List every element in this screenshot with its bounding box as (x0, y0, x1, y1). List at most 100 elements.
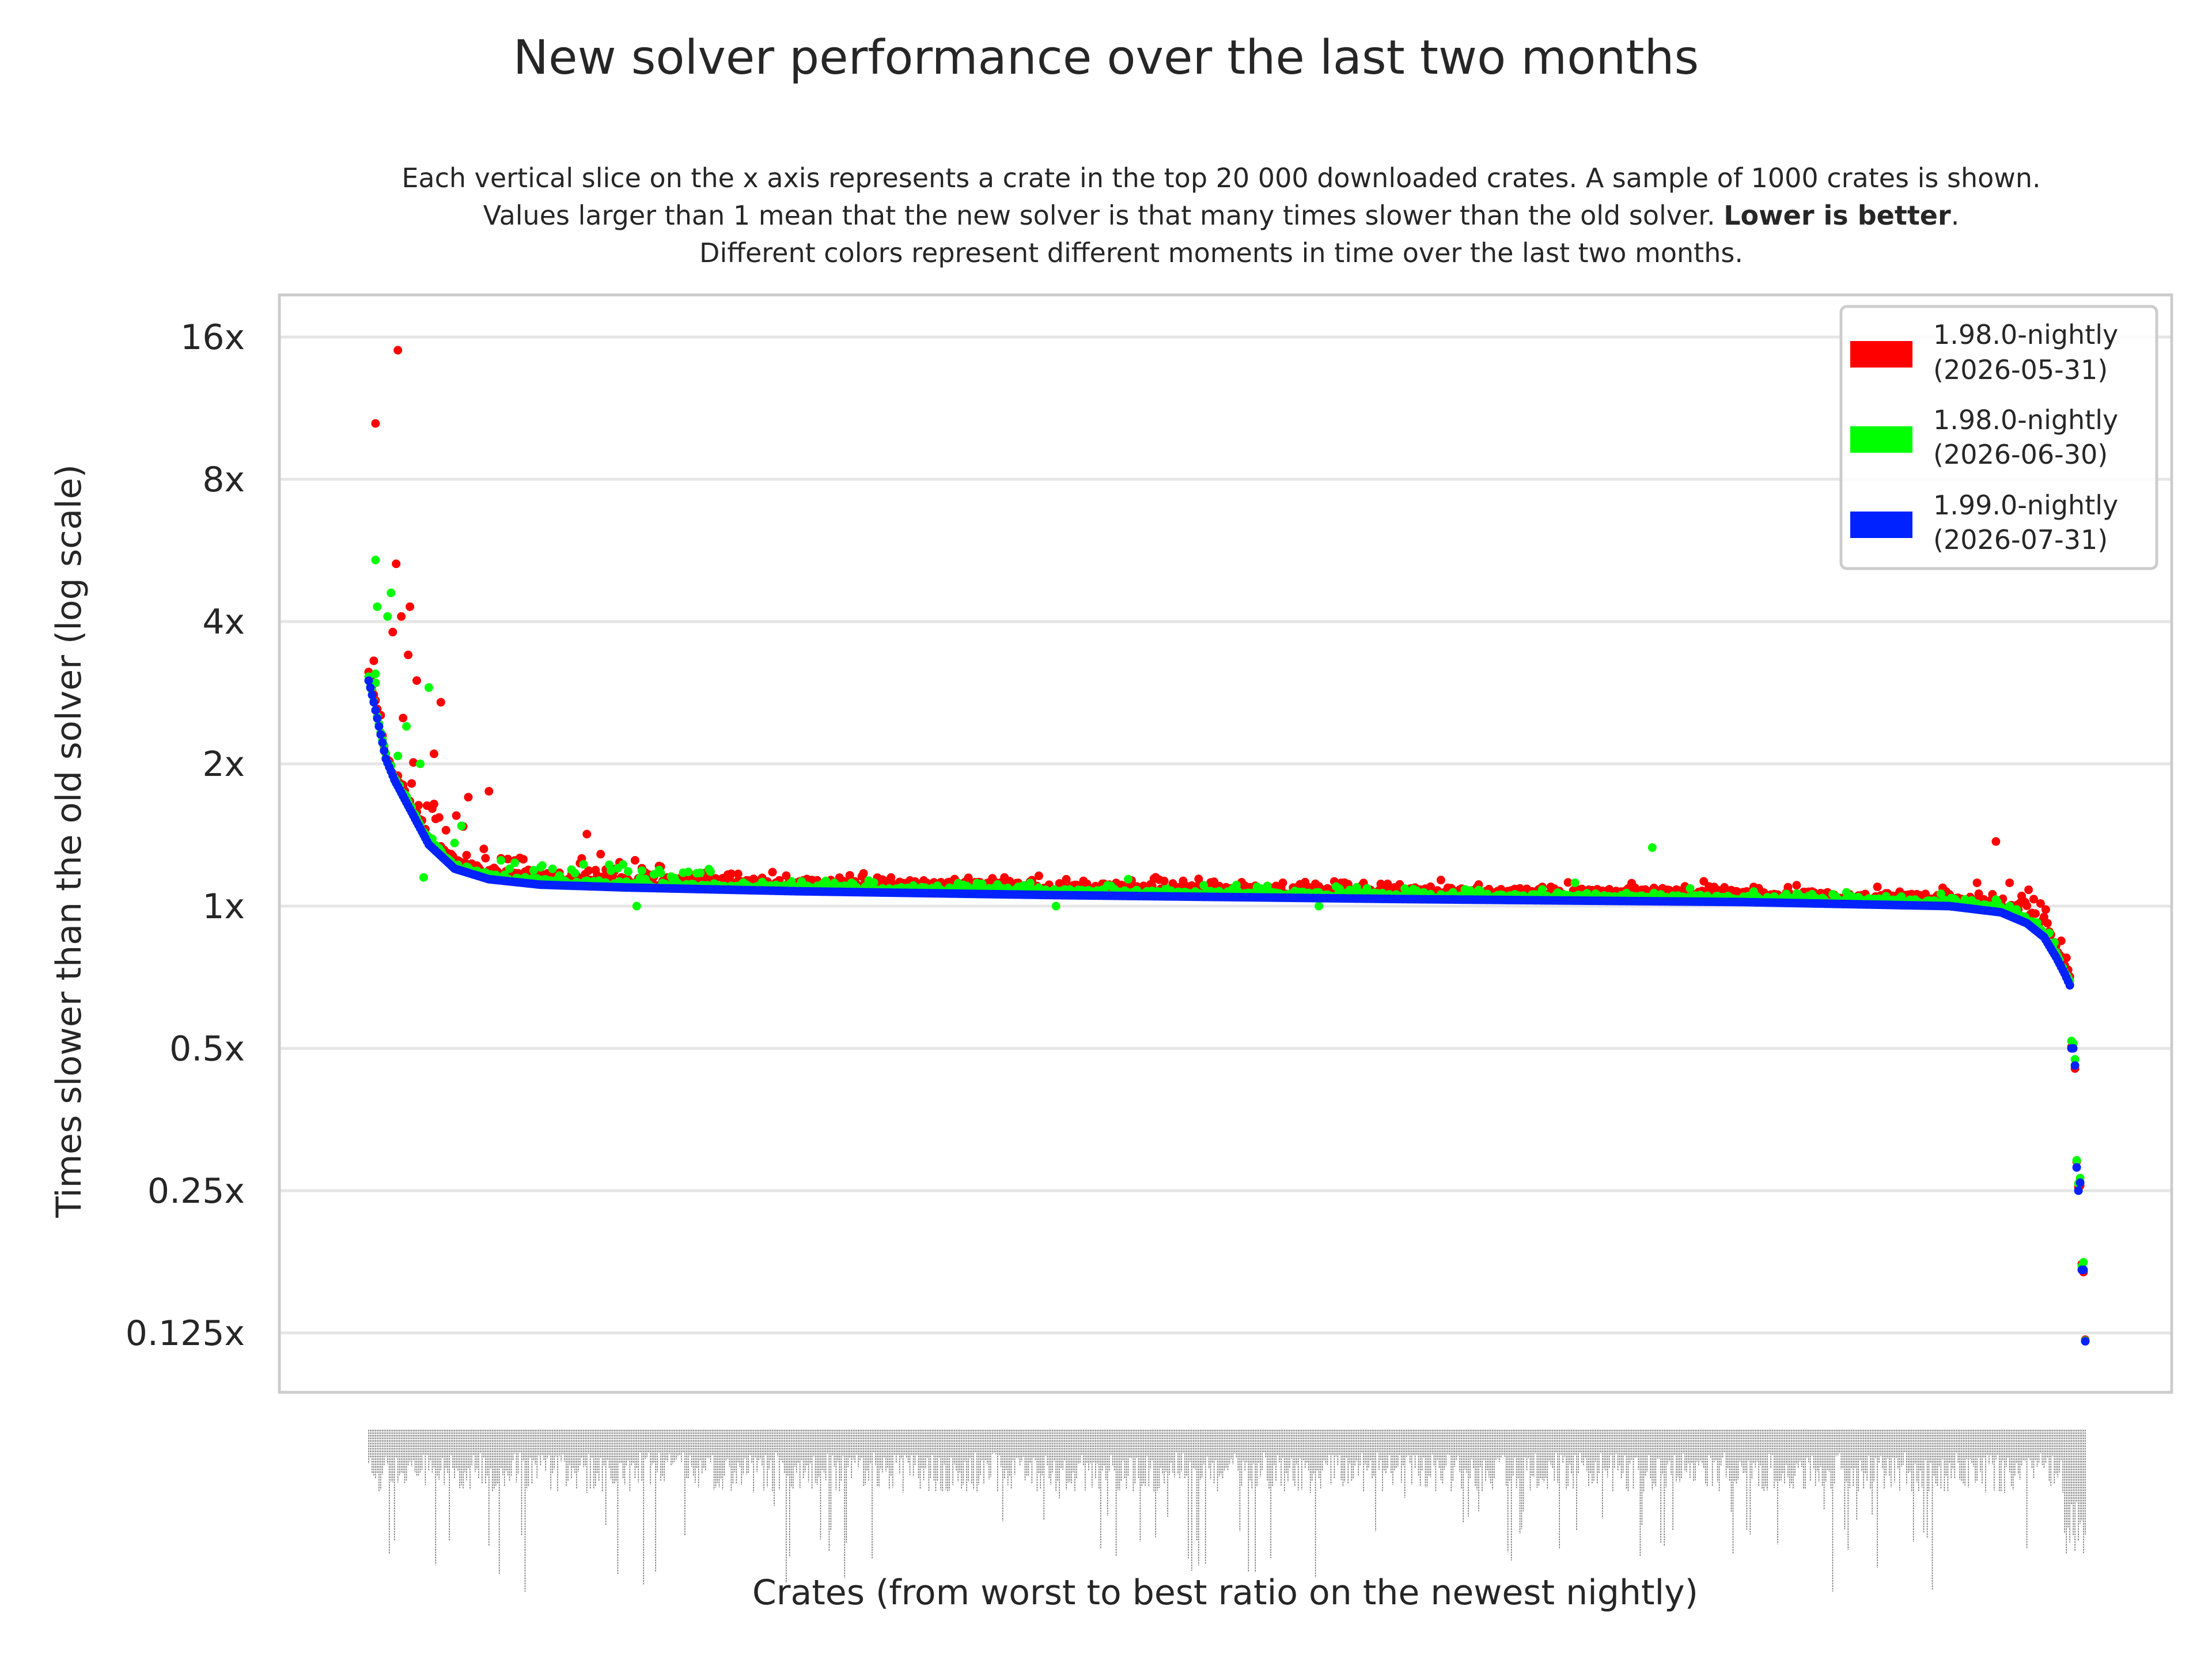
data-point (1051, 902, 1060, 911)
data-point (1685, 884, 1695, 893)
data-point (369, 698, 378, 707)
data-point (1570, 878, 1580, 888)
gridlines (279, 335, 2172, 1335)
data-point (537, 861, 547, 870)
data-point (373, 602, 382, 611)
data-point (412, 676, 421, 685)
data-point (859, 869, 868, 878)
data-point (371, 419, 380, 428)
data-point (374, 722, 384, 731)
data-point (510, 858, 520, 868)
data-point (1315, 902, 1324, 911)
data-point (1991, 837, 2001, 846)
data-point (768, 868, 777, 877)
data-point (2062, 953, 2071, 963)
data-point (619, 860, 627, 869)
data-point (1034, 871, 1043, 880)
data-point (484, 787, 494, 796)
subtitle-line-2-bold: Lower is better (1724, 200, 1951, 231)
data-point (383, 612, 392, 621)
y-tick-label: 4x (202, 602, 245, 642)
data-point (2069, 1044, 2078, 1053)
data-point (441, 825, 450, 835)
data-point (2029, 895, 2038, 904)
data-point (2043, 919, 2052, 928)
legend-entry-label: 1.99.0-nightly (1933, 490, 2118, 521)
legend-entry-label: (2026-06-30) (1933, 439, 2108, 470)
data-point (2070, 1055, 2080, 1064)
data-point (369, 656, 378, 665)
data-point (371, 555, 380, 565)
data-point (1301, 877, 1310, 887)
legend-entry-label: 1.98.0-nightly (1933, 404, 2118, 435)
data-point (392, 559, 401, 569)
data-point (726, 869, 736, 878)
data-point (1647, 843, 1657, 852)
data-point (366, 683, 375, 692)
data-point (584, 866, 593, 875)
data-point (596, 850, 605, 859)
legend-entry-label: 1.98.0-nightly (1933, 319, 2118, 350)
data-point (1972, 878, 1982, 888)
data-point (388, 627, 397, 637)
data-point (1537, 885, 1547, 894)
data-point (656, 869, 665, 878)
data-point (479, 844, 488, 854)
chart-subtitle-line-2: Values larger than 1 mean that the new s… (483, 200, 1960, 231)
data-point (2070, 1061, 2080, 1070)
data-point (1974, 889, 1983, 898)
data-point (1436, 876, 1445, 885)
data-point (371, 669, 380, 679)
data-point (2024, 885, 2033, 895)
data-point (393, 751, 403, 760)
legend-box (1839, 305, 2158, 570)
data-point (684, 868, 693, 877)
data-point (452, 811, 461, 820)
data-point (706, 867, 715, 876)
data-point (505, 864, 514, 873)
data-point (497, 856, 506, 865)
data-point (1124, 874, 1132, 884)
data-point (364, 676, 373, 685)
data-point (419, 873, 428, 882)
y-tick-label: 0.25x (147, 1171, 245, 1211)
data-point (2005, 878, 2014, 888)
data-point (429, 749, 438, 759)
data-point (1792, 881, 1801, 890)
y-axis-ticks: 16x 8x 4x 2x 1x 0.5x 0.25x 0.125x (126, 317, 245, 1354)
y-tick-label: 1x (202, 887, 245, 927)
legend: 1.98.0-nightly (2026-05-31) 1.98.0-night… (1839, 305, 2158, 570)
x-axis-label: Crates (from worst to best ratio on the … (752, 1573, 1698, 1613)
data-point (462, 851, 471, 860)
data-point (696, 868, 705, 877)
legend-swatch (1850, 426, 1912, 453)
data-point (2056, 936, 2066, 945)
y-axis-label: Times slower than the old solver (log sc… (49, 464, 89, 1218)
data-point (2079, 1265, 2088, 1274)
data-point (434, 813, 444, 822)
legend-swatch (1850, 512, 1912, 538)
y-tick-label: 8x (202, 460, 245, 500)
data-point (378, 738, 387, 747)
data-point (2005, 902, 2014, 911)
data-point (623, 867, 632, 876)
legend-entry-label: (2026-07-31) (1933, 524, 2108, 555)
data-point (782, 871, 791, 880)
chart-title: New solver performance over the last two… (513, 31, 1699, 85)
data-point (630, 856, 639, 865)
data-point (380, 746, 389, 755)
data-point (387, 588, 396, 597)
data-point (637, 866, 646, 876)
data-point (2079, 1257, 2088, 1267)
data-point (1062, 874, 1071, 884)
data-point (2036, 899, 2045, 908)
y-tick-label: 2x (202, 744, 245, 785)
data-point (519, 855, 528, 864)
data-point (2081, 1337, 2090, 1346)
data-point (869, 878, 878, 887)
data-point (2031, 909, 2040, 918)
data-point (457, 821, 466, 831)
chart-subtitle-line-1: Each vertical slice on the x axis repres… (402, 162, 2040, 194)
data-point (529, 866, 538, 875)
data-point (1000, 873, 1009, 882)
